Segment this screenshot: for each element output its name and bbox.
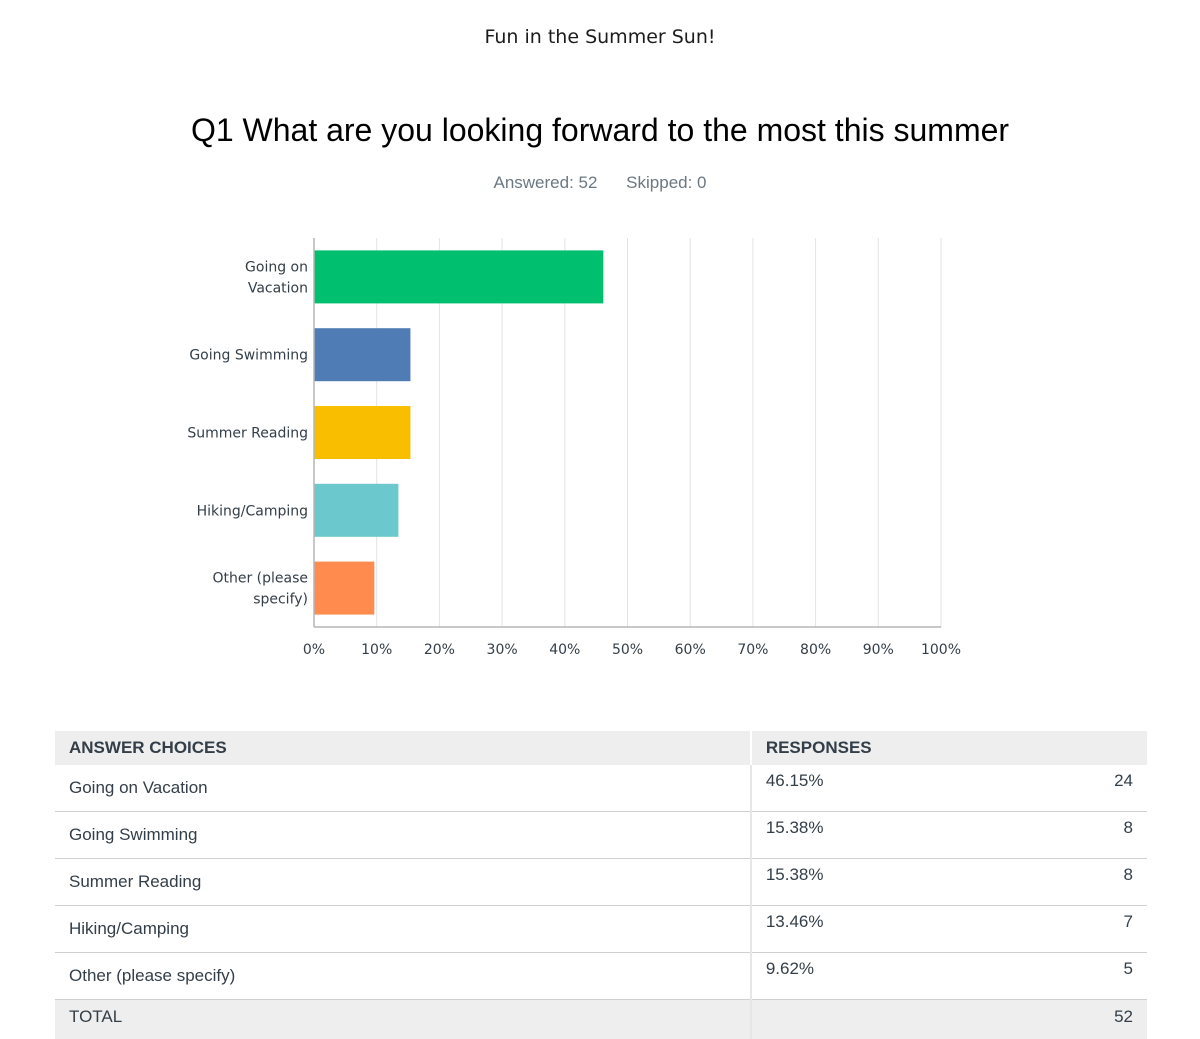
percent-cell: 15.38% [751, 812, 980, 859]
bar [314, 406, 410, 459]
bar [314, 328, 410, 381]
table-row: Going on Vacation 46.15% 24 [55, 765, 1147, 812]
table-header-row: ANSWER CHOICES RESPONSES [55, 731, 1147, 765]
percent-cell: 15.38% [751, 859, 980, 906]
x-tick-label: 90% [863, 642, 894, 658]
count-cell: 7 [980, 906, 1147, 953]
category-label: Going Swimming [189, 348, 308, 364]
total-count: 52 [980, 1000, 1147, 1039]
category-label: Hiking/Camping [197, 503, 308, 519]
percent-cell: 13.46% [751, 906, 980, 953]
table-row: Other (please specify) 9.62% 5 [55, 953, 1147, 1000]
x-tick-label: 50% [612, 642, 643, 658]
x-tick-label: 60% [675, 642, 706, 658]
table-row: Hiking/Camping 13.46% 7 [55, 906, 1147, 953]
bar [314, 484, 398, 537]
x-tick-label: 100% [921, 642, 961, 658]
percent-cell: 9.62% [751, 953, 980, 1000]
bar-chart: 0% 10% 20% 30% 40% 50% 60% 70% 80% 90% 100% Going o… [0, 0, 1200, 680]
count-cell: 5 [980, 953, 1147, 1000]
chart-bars [314, 250, 603, 614]
category-label: Summer Reading [187, 426, 308, 442]
total-label: TOTAL [55, 1000, 751, 1039]
table-row: Summer Reading 15.38% 8 [55, 859, 1147, 906]
x-tick-label: 0% [303, 642, 325, 658]
x-tick-label: 30% [487, 642, 518, 658]
choice-cell: Hiking/Camping [55, 906, 751, 953]
choice-cell: Going Swimming [55, 812, 751, 859]
x-tick-label: 80% [800, 642, 831, 658]
chart-labels: 0% 10% 20% 30% 40% 50% 60% 70% 80% 90% 100% Going o… [187, 259, 961, 658]
bar [314, 250, 603, 303]
choice-cell: Going on Vacation [55, 765, 751, 812]
table-row: Going Swimming 15.38% 8 [55, 812, 1147, 859]
answer-choices-header: ANSWER CHOICES [55, 731, 751, 765]
x-tick-label: 70% [737, 642, 768, 658]
x-tick-label: 20% [424, 642, 455, 658]
choice-cell: Summer Reading [55, 859, 751, 906]
choice-cell: Other (please specify) [55, 953, 751, 1000]
count-cell: 8 [980, 812, 1147, 859]
bar [314, 562, 374, 615]
percent-cell: 46.15% [751, 765, 980, 812]
total-percent-cell [751, 1000, 980, 1039]
x-tick-label: 40% [549, 642, 580, 658]
count-cell: 24 [980, 765, 1147, 812]
count-cell: 8 [980, 859, 1147, 906]
table-total-row: TOTAL 52 [55, 1000, 1147, 1039]
responses-header: RESPONSES [751, 731, 1147, 765]
x-tick-label: 10% [361, 642, 392, 658]
responses-table: ANSWER CHOICES RESPONSES Going on Vacati… [55, 731, 1147, 1039]
